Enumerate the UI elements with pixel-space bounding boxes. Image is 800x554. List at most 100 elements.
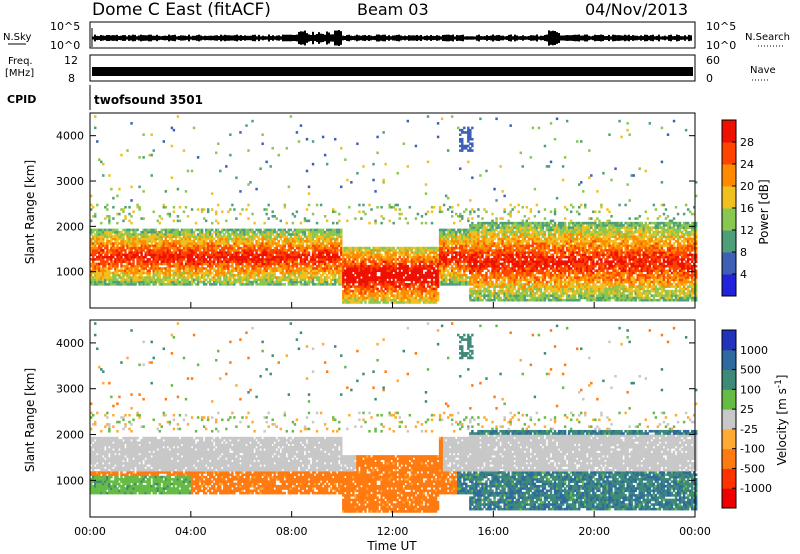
power-cell: [253, 237, 256, 241]
power-cell: [124, 215, 127, 218]
power-cell: [142, 237, 145, 241]
nsky-bar: [528, 35, 530, 41]
power-cell: [124, 258, 127, 261]
nsky-bar: [596, 35, 598, 41]
nsky-bar: [152, 35, 154, 41]
power-cell: [329, 239, 333, 243]
power-cell: [467, 126, 470, 130]
power-cell: [124, 217, 127, 220]
freq-panel: [89, 54, 696, 82]
power-cell: [162, 271, 166, 275]
power-cell: [146, 244, 149, 248]
power-cell: [138, 233, 141, 236]
power-cell: [182, 239, 186, 243]
power-cell: [108, 230, 111, 234]
power-cell: [106, 215, 109, 218]
power-cell: [215, 264, 218, 268]
power-cell: [192, 260, 196, 263]
power-cell: [291, 212, 295, 216]
power-cell: [150, 278, 153, 282]
power-cell: [120, 278, 123, 282]
nsky-bar: [510, 34, 512, 42]
power-cell: [229, 251, 232, 254]
power-cell: [176, 273, 180, 277]
power-cell: [184, 262, 188, 266]
power-cell: [215, 228, 218, 232]
power-cell: [198, 269, 202, 273]
power-cell: [208, 271, 212, 275]
power-cell: [112, 262, 115, 266]
power-cell: [144, 271, 147, 275]
power-cell: [192, 253, 196, 257]
power-cell: [269, 264, 272, 268]
power-cell: [275, 217, 278, 220]
power-cell: [134, 276, 137, 279]
power-cell: [358, 276, 361, 279]
power-cell: [156, 280, 159, 284]
power-cell: [128, 278, 131, 282]
power-cell: [104, 235, 107, 239]
power-cell: [194, 242, 198, 245]
power-cell: [213, 242, 216, 245]
power-cell: [168, 215, 172, 218]
power-cell: [136, 239, 139, 243]
power-cell: [182, 258, 186, 261]
power-cell: [215, 151, 218, 155]
power-cell: [410, 249, 414, 252]
power-cell: [144, 237, 147, 241]
power-cell: [340, 185, 343, 189]
power-cell: [148, 278, 151, 282]
power-cell: [475, 262, 478, 266]
power-cell: [200, 276, 204, 279]
power-cell: [188, 235, 192, 239]
power-cell: [154, 258, 157, 261]
power-cell: [469, 212, 472, 216]
power-cell: [108, 242, 111, 245]
power-cell: [455, 255, 458, 259]
power-cell: [114, 269, 117, 273]
power-cell: [184, 249, 188, 252]
nsky-bar: [142, 35, 144, 41]
power-cell: [164, 276, 168, 279]
power-cell: [305, 273, 309, 277]
power-cell: [148, 271, 151, 275]
power-cell: [257, 255, 260, 259]
power-cell: [174, 251, 178, 254]
nsky-bar: [348, 34, 350, 42]
power-cell: [229, 133, 232, 136]
power-cell: [130, 246, 133, 250]
power-cell: [126, 244, 129, 248]
power-cell: [178, 233, 182, 236]
power-cell: [289, 249, 293, 252]
power-cell: [146, 278, 149, 282]
nsky-bar: [442, 34, 444, 42]
power-cell: [120, 230, 123, 234]
power-cell: [219, 276, 222, 279]
power-cell: [118, 255, 121, 259]
power-cell: [138, 280, 141, 284]
power-cell: [192, 230, 196, 234]
power-cell: [140, 239, 143, 243]
power-cell: [186, 249, 190, 252]
power-cell: [122, 242, 125, 245]
power-cell: [390, 292, 393, 295]
power-cell: [130, 251, 133, 254]
power-cell: [406, 292, 410, 295]
power-cell: [96, 140, 99, 143]
power-cell: [208, 237, 212, 241]
nsky-bar: [238, 35, 240, 41]
power-cell: [208, 239, 212, 243]
power-cell: [340, 239, 343, 243]
power-cell: [174, 278, 178, 282]
power-cell: [362, 210, 365, 214]
power-cell: [132, 237, 135, 241]
power-cell: [106, 283, 109, 286]
nsky-bar: [158, 35, 160, 41]
power-cell: [102, 237, 105, 241]
power-cell: [196, 258, 200, 261]
power-cell: [184, 269, 188, 273]
power-cell: [334, 210, 337, 214]
nsky-bar: [188, 34, 190, 42]
power-cell: [194, 264, 198, 268]
power-cell: [247, 217, 250, 220]
